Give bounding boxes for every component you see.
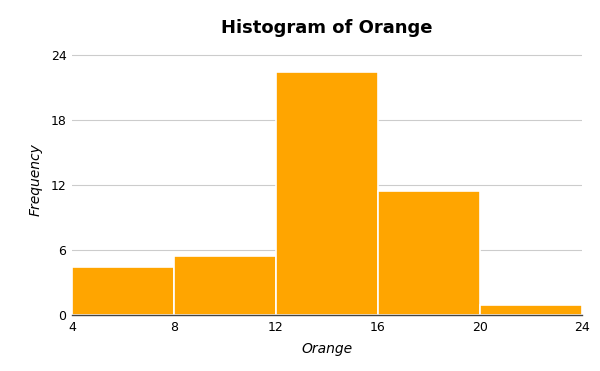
Bar (480, 305, 582, 315)
Bar (378, 191, 480, 315)
X-axis label: Orange: Orange (301, 342, 353, 356)
Y-axis label: Frequency: Frequency (28, 144, 42, 216)
Bar (174, 256, 276, 315)
Title: Histogram of Orange: Histogram of Orange (221, 19, 433, 37)
Bar (72, 267, 174, 315)
Bar (276, 72, 378, 315)
